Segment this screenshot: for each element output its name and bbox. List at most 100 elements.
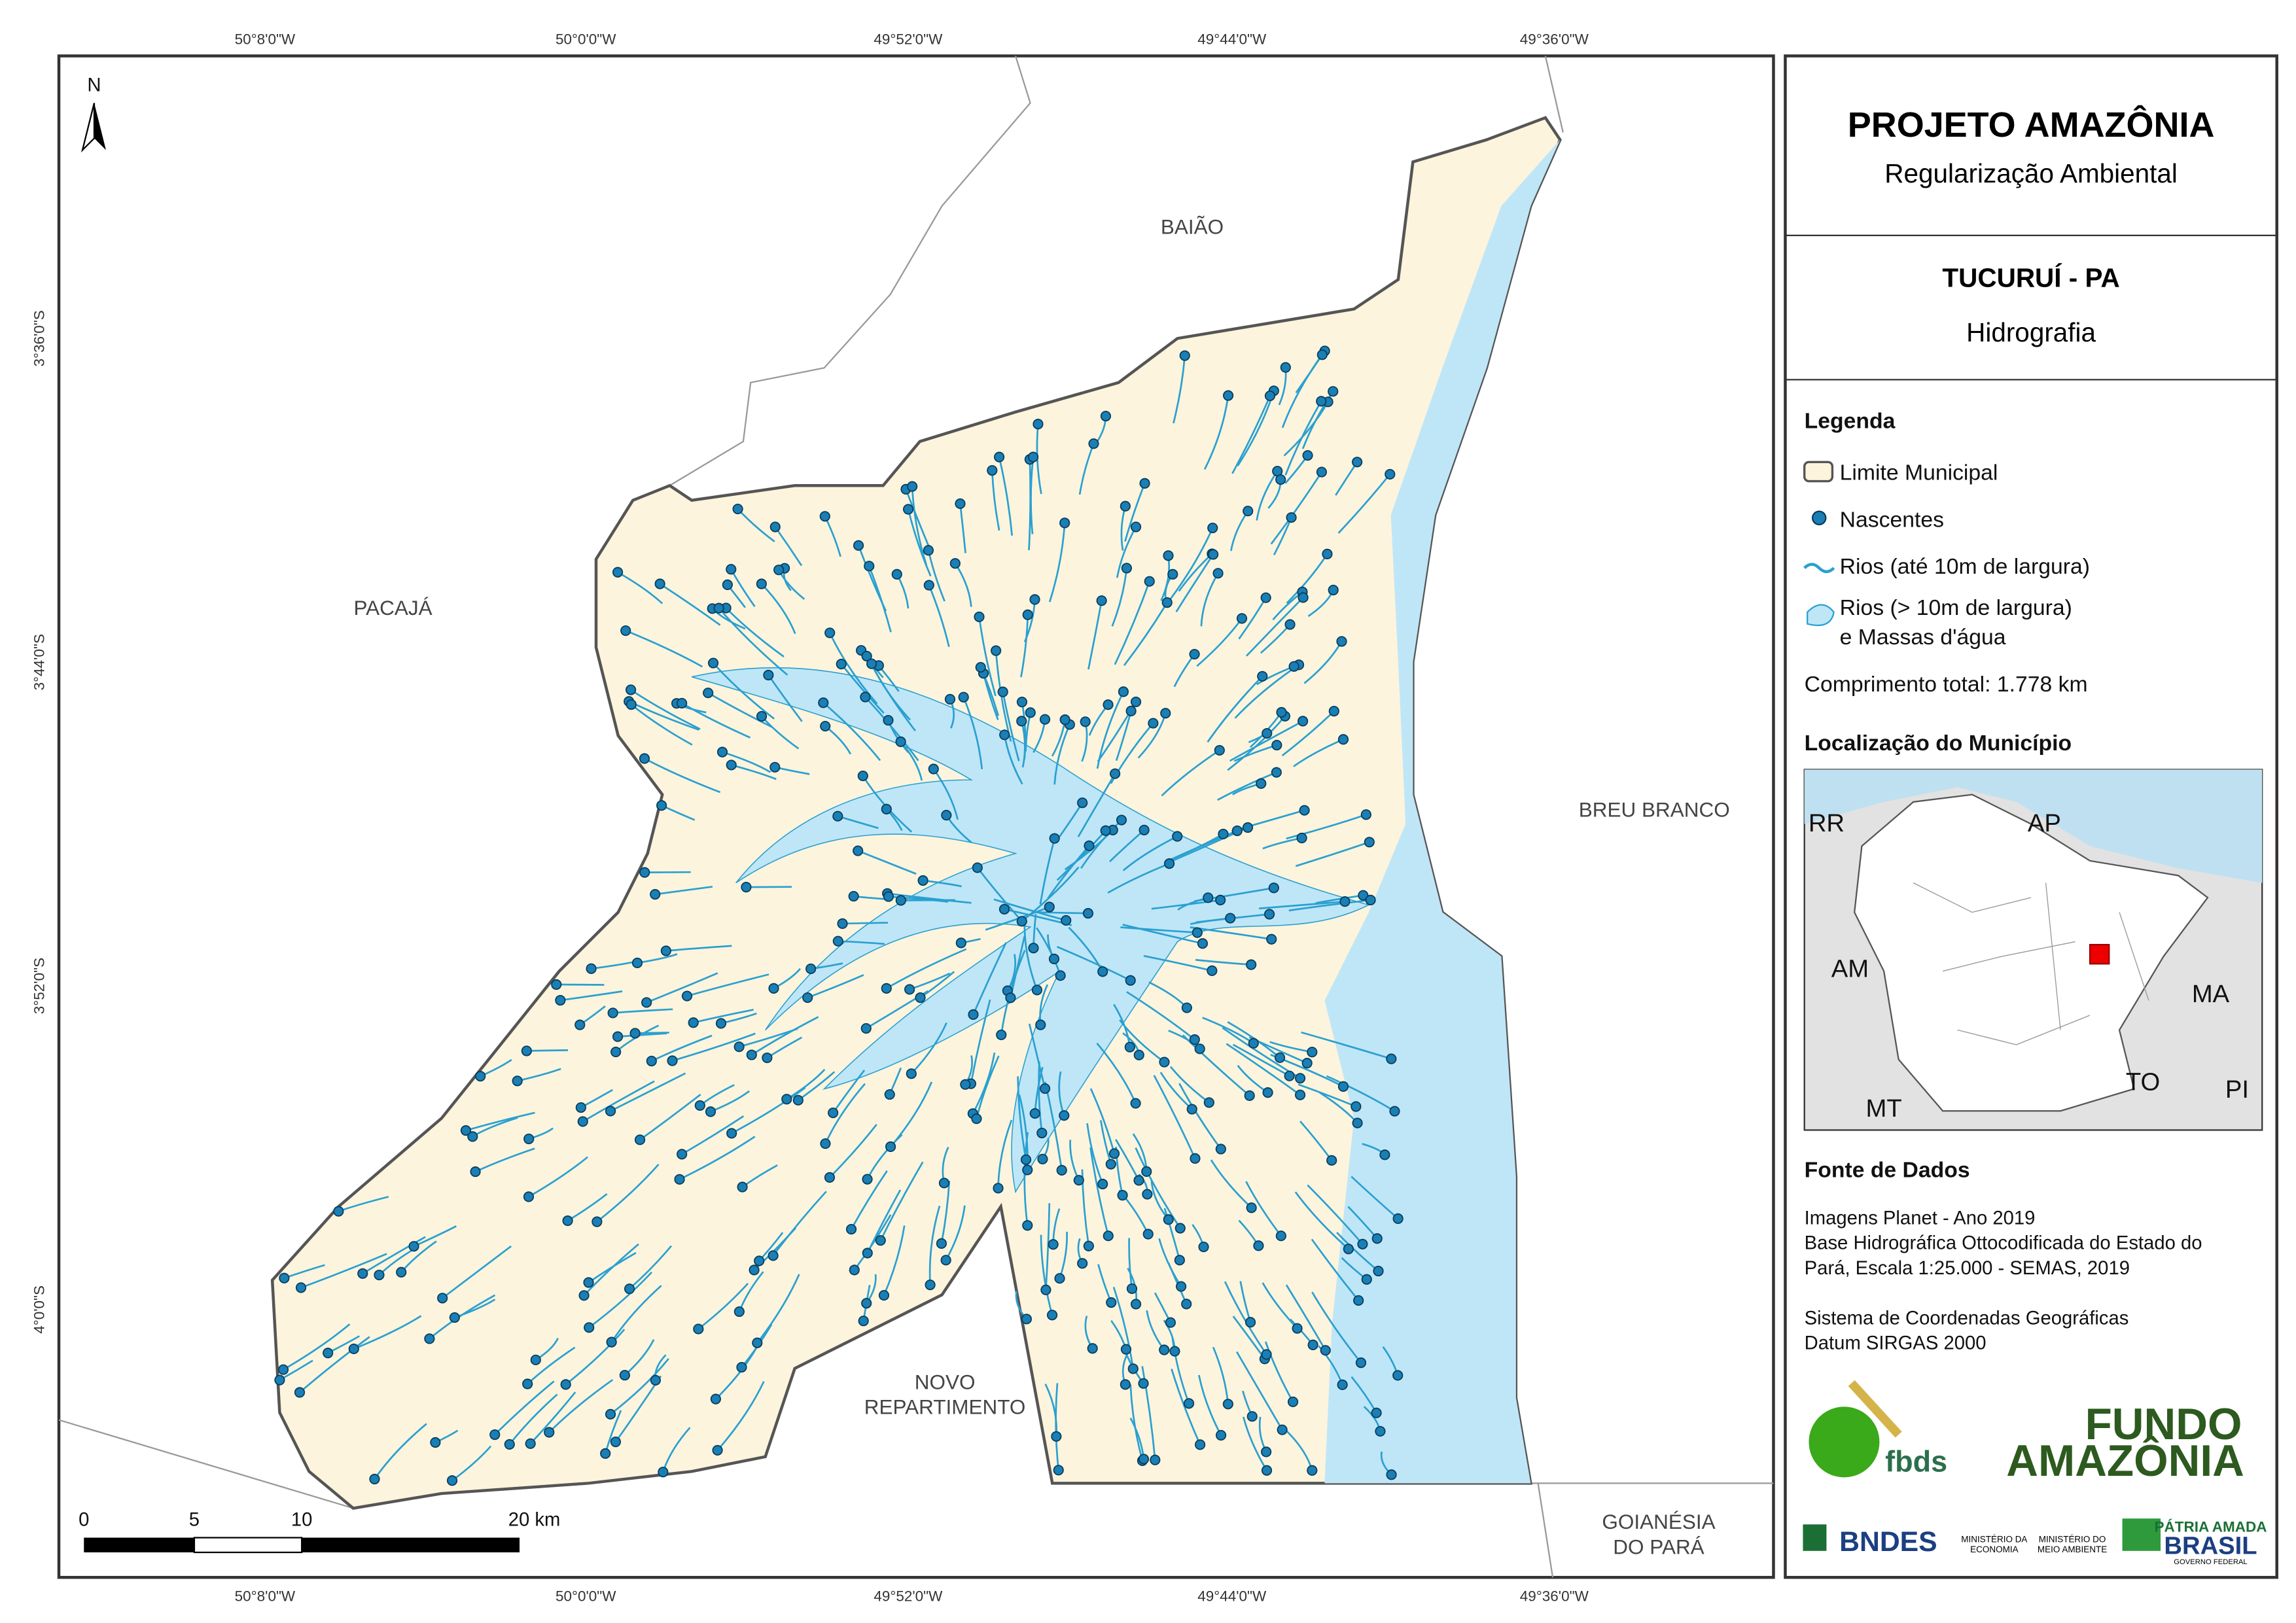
inset-label: TO	[2126, 1068, 2160, 1096]
river	[963, 697, 983, 769]
river	[1311, 1238, 1360, 1301]
river	[1173, 355, 1186, 424]
river	[646, 972, 718, 1003]
spring	[853, 540, 864, 551]
spring	[733, 1041, 745, 1053]
river	[870, 663, 911, 721]
spring	[607, 1007, 618, 1019]
river	[1264, 1341, 1294, 1403]
river	[1351, 1176, 1399, 1219]
spring	[1261, 1446, 1272, 1457]
spring	[884, 1089, 895, 1100]
coord-label: 49°52'0"W	[874, 31, 943, 47]
river	[1107, 862, 1170, 894]
spring	[1225, 913, 1236, 924]
river	[978, 616, 997, 697]
spring	[1337, 1081, 1349, 1092]
river	[1056, 945, 1131, 981]
spring	[1257, 671, 1268, 682]
spring	[1386, 1053, 1397, 1064]
spring	[866, 658, 877, 669]
river	[1120, 926, 1197, 934]
spring	[1322, 548, 1333, 559]
river	[451, 1445, 492, 1482]
spring	[1106, 1297, 1117, 1308]
spring	[1103, 699, 1114, 710]
spring	[881, 983, 892, 994]
spring	[606, 1336, 617, 1348]
spring	[861, 1298, 872, 1309]
logo-shape	[1809, 1406, 1880, 1478]
spring	[1274, 1052, 1286, 1063]
spring	[1260, 592, 1271, 603]
spring	[1299, 805, 1310, 816]
spring	[1183, 1398, 1195, 1409]
river	[583, 1243, 639, 1297]
spring	[904, 984, 915, 995]
spring	[629, 1028, 641, 1039]
spring	[1022, 609, 1033, 620]
spring	[923, 580, 934, 591]
spring	[674, 1174, 685, 1185]
river	[1229, 720, 1303, 762]
neighbor-label: BAIÃO	[1161, 215, 1224, 239]
inset-label: RR	[1809, 809, 1845, 837]
spring	[1246, 1202, 1257, 1213]
river	[1235, 1351, 1283, 1431]
spring	[374, 1269, 385, 1281]
spring	[781, 1094, 792, 1105]
spring	[681, 990, 693, 1002]
spring	[522, 1378, 533, 1389]
river	[1200, 572, 1219, 627]
river	[725, 607, 785, 657]
spring	[1165, 1317, 1176, 1328]
spring	[1271, 739, 1282, 751]
spring	[1243, 506, 1254, 517]
river	[508, 1393, 558, 1445]
legend-swatch	[1803, 461, 1834, 483]
river	[1123, 602, 1168, 666]
spring	[1142, 1229, 1154, 1240]
inset-label: PI	[2225, 1075, 2249, 1104]
river	[716, 1381, 765, 1451]
spring	[1218, 828, 1229, 840]
spring	[1275, 474, 1286, 485]
spring	[274, 1374, 285, 1386]
source-line: Datum SIRGAS 2000	[1805, 1333, 1987, 1354]
spring	[1316, 396, 1327, 407]
scale-bar	[84, 1537, 520, 1554]
coord-label: 49°44'0"W	[1197, 1588, 1267, 1604]
inset-label: AP	[2028, 809, 2061, 837]
spring	[987, 465, 998, 476]
coord-label: 3°44'0"S	[31, 634, 48, 690]
spring	[736, 1361, 747, 1373]
river	[887, 892, 972, 904]
logos	[1803, 1380, 2161, 1551]
spring	[713, 602, 724, 614]
spring	[885, 1141, 896, 1152]
spring	[408, 1241, 419, 1252]
river	[1087, 600, 1103, 670]
spring	[1207, 522, 1218, 534]
river	[353, 1315, 422, 1350]
river	[283, 1323, 351, 1370]
spring	[1097, 966, 1108, 977]
spring	[1028, 943, 1039, 954]
river	[828, 632, 878, 705]
spring	[1262, 1087, 1273, 1098]
spring	[1100, 411, 1112, 422]
spring	[460, 1125, 472, 1136]
river	[1301, 1031, 1392, 1060]
spring	[1124, 1041, 1135, 1053]
river	[644, 758, 721, 794]
spring	[1059, 1110, 1070, 1121]
spring	[656, 800, 667, 811]
river	[864, 696, 919, 761]
spring	[1248, 1038, 1259, 1049]
spring	[1039, 714, 1051, 725]
spring	[1105, 1159, 1116, 1170]
river	[617, 571, 663, 604]
inset-ocean	[1804, 769, 2263, 883]
river	[1036, 911, 1088, 915]
river	[629, 1245, 672, 1290]
